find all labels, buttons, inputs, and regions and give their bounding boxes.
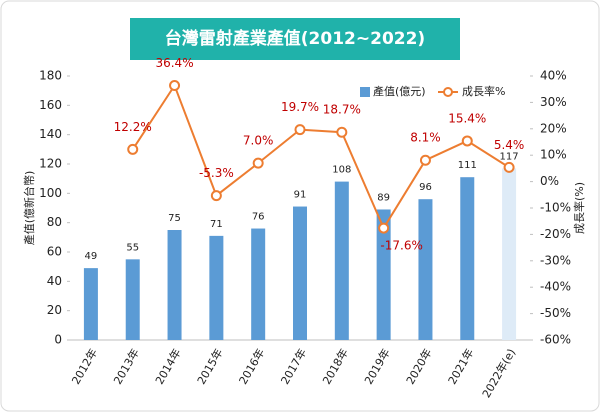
y2-tick-label: -50% [540,306,571,320]
y-tick-label: 60 [47,245,62,259]
bar [293,206,307,340]
bar [418,199,433,340]
bar [209,235,224,340]
y2-tick-label: 20% [540,121,567,135]
y-tick-label: 120 [39,157,62,171]
y2-tick-label: 0% [540,174,559,188]
legend-label: 產值(億元) [373,84,426,98]
growth-value-label: 8.1% [410,131,441,145]
growth-marker [461,135,473,147]
bar-value-label: 117 [500,151,519,162]
y2-tick-label: 10% [540,148,567,162]
y-tick-label: 100 [39,186,62,200]
bar [125,259,140,340]
bar [376,209,391,340]
bar-value-label: 91 [294,190,307,201]
y2-tick-label: -10% [540,201,571,215]
bar [334,181,349,340]
title-box [130,18,460,60]
bar-value-label: 49 [85,251,98,262]
growth-value-label: 18.7% [323,103,361,117]
bar [502,168,517,340]
y2-tick-label: 40% [540,69,567,83]
y-tick-label: 40 [47,274,62,288]
growth-marker [169,80,181,92]
chart-title: 台灣雷射產業產值(2012~2022) [165,28,425,49]
bar-value-label: 55 [126,242,139,253]
growth-value-label: 12.2% [114,120,152,134]
y-tick-label: 140 [39,127,62,141]
bar-value-label: 71 [210,219,223,230]
bar [251,228,266,340]
y-tick-label: 160 [39,98,62,112]
bar [167,230,182,340]
bar-value-label: 108 [332,165,351,176]
growth-value-label: 7.0% [243,134,274,148]
growth-value-label: 15.4% [448,111,486,125]
growth-marker [419,154,431,166]
y-axis-title: 產值(億新台幣) [22,171,36,246]
growth-marker [336,126,348,138]
y2-tick-label: -20% [540,227,571,241]
growth-marker [252,157,264,169]
growth-marker [127,143,139,155]
y2-axis-title: 成長率(%) [572,182,586,234]
y-tick-label: 80 [47,215,62,229]
y2-tick-label: -60% [540,333,571,347]
growth-value-label: 36.4% [155,56,193,70]
y2-tick-label: 30% [540,95,567,109]
y2-tick-label: -40% [540,280,571,294]
growth-marker [378,222,390,234]
legend-marker [443,87,453,97]
growth-marker [294,124,306,136]
y-tick-label: 20 [47,303,62,317]
growth-value-label: -17.6% [380,239,422,253]
growth-marker [210,190,222,202]
growth-value-label: 19.7% [281,100,319,114]
bar-value-label: 96 [419,182,432,193]
growth-value-label: 5.4% [494,138,525,152]
growth-marker [503,161,515,173]
legend-swatch [360,87,370,97]
y-tick-label: 180 [39,69,62,83]
y-tick-label: 0 [54,333,62,347]
growth-value-label: -5.3% [199,166,234,180]
bar [460,177,475,340]
bar-value-label: 75 [168,213,181,224]
bar-value-label: 111 [458,160,477,171]
bar-value-label: 89 [377,192,390,203]
legend-label: 成長率% [462,84,505,98]
y2-tick-label: -30% [540,253,571,267]
bar [83,268,98,340]
bar-value-label: 76 [252,212,265,223]
growth-line [131,83,510,231]
